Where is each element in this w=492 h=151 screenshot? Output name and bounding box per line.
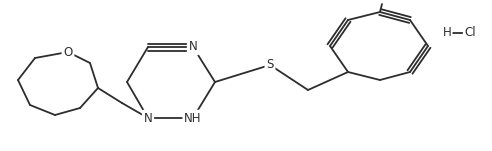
Text: Cl: Cl bbox=[376, 0, 388, 1]
Text: Cl: Cl bbox=[464, 26, 476, 40]
Text: O: O bbox=[63, 45, 73, 58]
Text: S: S bbox=[266, 58, 274, 72]
Text: NH: NH bbox=[184, 111, 202, 125]
Text: N: N bbox=[188, 40, 197, 53]
Text: N: N bbox=[144, 111, 153, 125]
Text: H: H bbox=[443, 26, 451, 40]
